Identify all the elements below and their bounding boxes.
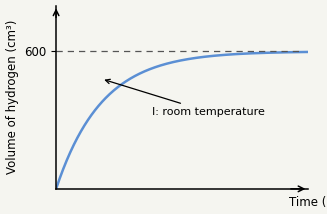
X-axis label: Time (min): Time (min) bbox=[289, 196, 327, 209]
Text: I: room temperature: I: room temperature bbox=[106, 79, 265, 117]
Y-axis label: Volume of hydrogen (cm³): Volume of hydrogen (cm³) bbox=[6, 20, 19, 174]
